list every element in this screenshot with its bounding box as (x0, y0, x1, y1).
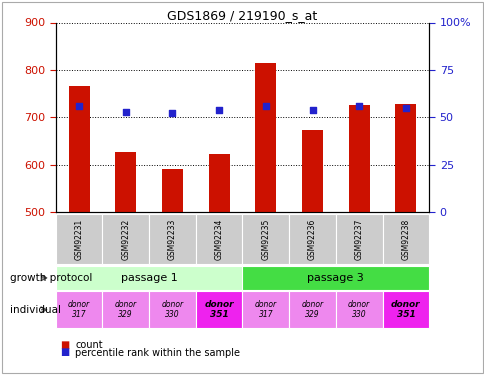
Text: GSM92234: GSM92234 (214, 218, 223, 260)
Point (121, 108, 129, 114)
Text: GDS1869 / 219190_s_at: GDS1869 / 219190_s_at (167, 9, 317, 22)
Text: donor
317: donor 317 (68, 300, 90, 320)
Bar (68, 86, 90, 212)
Bar (115, 152, 136, 212)
Text: donor
330: donor 330 (348, 300, 369, 320)
Text: GSM92238: GSM92238 (401, 218, 409, 259)
Point (308, 106, 316, 112)
Bar (302, 130, 322, 212)
Text: count: count (75, 340, 103, 350)
Bar (348, 105, 369, 212)
Text: GSM92232: GSM92232 (121, 218, 130, 259)
Bar (162, 169, 182, 212)
Text: passage 3: passage 3 (307, 273, 363, 283)
Text: passage 1: passage 1 (121, 273, 177, 283)
Point (75, 103, 83, 109)
Text: GSM92236: GSM92236 (307, 218, 317, 260)
Text: donor
351: donor 351 (390, 300, 420, 320)
Text: GSM92231: GSM92231 (75, 218, 83, 259)
Point (215, 106, 223, 112)
Text: individual: individual (10, 305, 60, 315)
Point (261, 103, 269, 109)
Point (355, 103, 363, 109)
Bar (394, 104, 416, 212)
Text: donor
351: donor 351 (204, 300, 233, 320)
Text: growth protocol: growth protocol (10, 273, 92, 283)
Text: donor
330: donor 330 (161, 300, 183, 320)
Text: donor
317: donor 317 (254, 300, 276, 320)
Text: ■: ■ (60, 348, 70, 357)
Text: donor
329: donor 329 (115, 300, 136, 320)
Bar (208, 154, 229, 212)
Text: GSM92235: GSM92235 (261, 218, 270, 260)
Text: donor
329: donor 329 (301, 300, 323, 320)
Bar (255, 63, 276, 212)
Text: GSM92233: GSM92233 (167, 218, 177, 260)
Point (401, 105, 409, 111)
Text: percentile rank within the sample: percentile rank within the sample (75, 348, 240, 357)
Point (168, 110, 176, 116)
Text: GSM92237: GSM92237 (354, 218, 363, 260)
Text: ■: ■ (60, 340, 70, 350)
